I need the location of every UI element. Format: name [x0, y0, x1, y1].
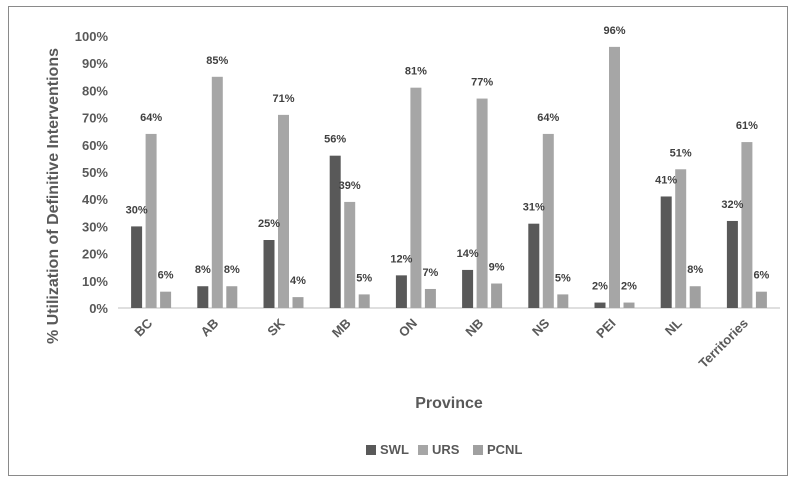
bar-urs-nb: [476, 98, 488, 308]
bar-pcnl-nl: [689, 286, 701, 308]
bar-swl-bc: [131, 226, 143, 308]
bar-urs-bc: [145, 133, 157, 308]
data-label: 9%: [489, 262, 505, 274]
data-label: 5%: [356, 272, 372, 284]
y-tick-label: 50%: [82, 165, 108, 180]
data-label: 8%: [224, 264, 240, 276]
bar-urs-mb: [344, 201, 356, 308]
data-label: 61%: [736, 120, 758, 132]
y-tick-label: 70%: [82, 111, 108, 126]
bar-urs-ns: [542, 133, 554, 308]
data-label: 41%: [655, 174, 677, 186]
y-tick-label: 0%: [89, 301, 108, 316]
x-axis-title: Province: [415, 395, 483, 412]
bars: [131, 46, 767, 309]
data-label: 14%: [457, 248, 479, 260]
bar-swl-mb: [329, 155, 341, 308]
data-labels: 30% 64% 6% 8% 85% 8% 25% 71% 4% 56% 39% 5% 12% 81% 7% 1…: [126, 25, 770, 293]
bar-pcnl-mb: [358, 294, 370, 308]
legend-label-pcnl: PCNL: [487, 442, 522, 457]
bar-urs-ab: [211, 76, 223, 308]
y-tick-label: 20%: [82, 247, 108, 262]
bar-swl-nl: [660, 196, 672, 308]
bar-pcnl-sk: [292, 297, 304, 308]
data-label: 8%: [195, 264, 211, 276]
data-label: 7%: [422, 267, 438, 279]
data-label: 6%: [158, 270, 174, 282]
bar-urs-pei: [609, 46, 620, 308]
data-label: 96%: [603, 25, 625, 37]
y-tick-label: 100%: [75, 29, 109, 44]
legend: SWL URS PCNL: [366, 442, 522, 457]
data-label: 56%: [324, 134, 346, 146]
legend-label-swl: SWL: [380, 442, 409, 457]
bar-pcnl-on: [424, 288, 436, 308]
data-label: 2%: [621, 281, 637, 293]
x-tick-label: AB: [198, 316, 222, 340]
data-label: 85%: [206, 55, 228, 67]
bar-swl-nb: [462, 269, 474, 308]
data-label: 51%: [670, 147, 692, 159]
data-label: 64%: [537, 112, 559, 124]
y-tick-label: 30%: [82, 219, 108, 234]
x-tick-label: NB: [462, 316, 486, 340]
legend-swatch-urs: [418, 445, 428, 455]
x-tick-label: Territories: [696, 316, 751, 371]
bar-swl-sk: [263, 240, 275, 308]
data-label: 12%: [390, 253, 412, 265]
bar-swl-on: [395, 275, 407, 308]
y-tick-label: 60%: [82, 138, 108, 153]
data-label: 5%: [555, 272, 571, 284]
data-label: 64%: [140, 112, 162, 124]
data-label: 31%: [523, 202, 545, 214]
x-axis-ticks: BC AB SK MB ON NB NS PEI NL Territories: [131, 315, 751, 371]
data-label: 25%: [258, 218, 280, 230]
bar-pcnl-bc: [160, 291, 172, 308]
data-label: 81%: [405, 66, 427, 78]
bar-urs-nl: [675, 169, 687, 308]
data-label: 2%: [592, 281, 608, 293]
bar-pcnl-ab: [226, 286, 238, 308]
y-tick-label: 90%: [82, 56, 108, 71]
y-tick-label: 40%: [82, 192, 108, 207]
x-tick-label: NS: [529, 315, 553, 339]
data-label: 39%: [339, 180, 361, 192]
data-label: 8%: [687, 264, 703, 276]
x-tick-label: NL: [662, 315, 685, 338]
y-axis-title: % Utilization of Definitive Intervention…: [45, 48, 62, 344]
x-tick-label: PEI: [593, 316, 618, 341]
x-tick-label: MB: [329, 316, 354, 341]
data-label: 4%: [290, 275, 306, 287]
data-label: 77%: [471, 77, 493, 89]
bar-pcnl-pei: [623, 302, 635, 308]
data-label: 32%: [721, 199, 743, 211]
y-tick-label: 10%: [82, 274, 108, 289]
data-label: 30%: [126, 204, 148, 216]
legend-swatch-swl: [366, 445, 376, 455]
bar-swl-territories: [726, 220, 738, 308]
y-axis-ticks: 0% 10% 20% 30% 40% 50% 60% 70% 80% 90% 100%: [75, 29, 109, 316]
bar-urs-sk: [278, 114, 289, 308]
bar-swl-ns: [528, 223, 540, 308]
data-label: 71%: [272, 93, 294, 105]
y-tick-label: 80%: [82, 83, 108, 98]
legend-swatch-pcnl: [473, 445, 483, 455]
x-tick-label: SK: [264, 315, 288, 339]
bar-swl-ab: [197, 286, 209, 308]
bar-swl-pei: [594, 302, 606, 308]
data-label: 6%: [753, 270, 769, 282]
x-tick-label: ON: [396, 316, 420, 340]
x-tick-label: BC: [131, 315, 155, 339]
bar-urs-territories: [741, 142, 753, 308]
bar-pcnl-ns: [557, 294, 569, 308]
bar-pcnl-nb: [491, 283, 503, 308]
bar-urs-on: [410, 87, 422, 309]
bar-pcnl-territories: [755, 291, 767, 308]
legend-label-urs: URS: [432, 442, 460, 457]
